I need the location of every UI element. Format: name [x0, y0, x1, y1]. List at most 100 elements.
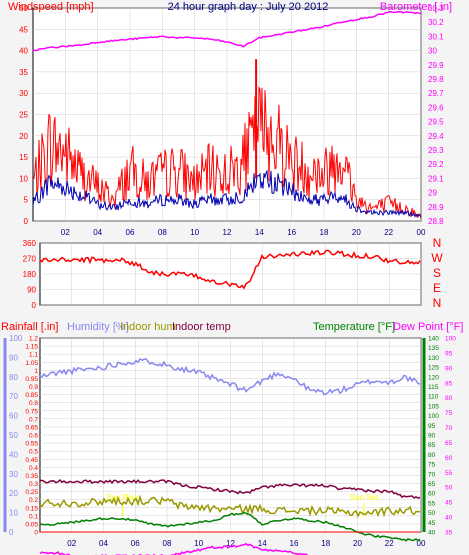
barometer-tick-label: 29.3: [428, 146, 444, 155]
direction-tick-label: 180: [23, 270, 37, 279]
indoor-hum-label: Indoor hum: [120, 321, 176, 333]
compass-label: N: [433, 296, 442, 310]
series-average: [32, 169, 422, 218]
temperature-tick-label: 105: [428, 403, 439, 410]
rainfall-tick-label: 0.65: [25, 424, 38, 431]
x-tick-label: 08: [158, 228, 167, 237]
dew-point-tick-label: 90: [445, 365, 453, 372]
temperature-tick-label: 135: [428, 345, 439, 352]
humidity-tick-label: 10: [9, 509, 18, 518]
series-direction: [39, 249, 421, 290]
dew-point-tick-label: 60: [445, 455, 453, 462]
windspeed-tick-label: 45: [19, 25, 28, 34]
rainfall-tick-label: 0.3: [29, 481, 38, 488]
rainfall-tick-label: 0.15: [25, 505, 38, 512]
dew-point-tick-label: 80: [445, 395, 453, 402]
rainfall-tick-label: 0.45: [25, 457, 38, 464]
barometer-tick-label: 29.7: [428, 89, 444, 98]
temperature-tick-label: 55: [428, 500, 436, 507]
temperature-tick-label: 70: [428, 471, 436, 478]
windspeed-tick-label: 50: [19, 4, 28, 13]
temperature-label: Temperature [°F]: [313, 321, 395, 333]
dew-point-tick-label: 45: [445, 500, 453, 507]
x-tick-label: 22: [385, 539, 394, 548]
graph-title: 24 hour graph day : July 20 2012: [168, 1, 329, 13]
temperature-tick-label: 60: [428, 491, 436, 498]
temperature-tick-label: 95: [428, 423, 436, 430]
x-tick-label: 04: [99, 539, 108, 548]
humidity-tick-label: 40: [9, 450, 18, 459]
rainfall-tick-label: 0.5: [29, 449, 38, 456]
windspeed-tick-label: 30: [19, 89, 28, 98]
barometer-tick-label: 30.3: [428, 4, 444, 13]
rainfall-tick-label: 0.85: [25, 392, 38, 399]
series-indoor-temp: [39, 479, 421, 499]
x-tick-label: 12: [223, 228, 232, 237]
humidity-tick-label: 90: [9, 353, 18, 362]
barometer-tick-label: 30.2: [428, 18, 444, 27]
rainfall-tick-label: 0.2: [29, 497, 38, 504]
direction-axis: 0 90 180 270 360: [23, 239, 37, 310]
windspeed-tick-label: 20: [19, 132, 28, 141]
windspeed-axis: 0 5 10 15 20 25 30 35 40 45 50: [19, 4, 28, 226]
temperature-tick-label: 140: [428, 336, 439, 343]
series-barometer: [32, 10, 422, 52]
rainfall-tick-label: 0.7: [29, 416, 38, 423]
compass-label: W: [431, 251, 443, 265]
windspeed-tick-label: 15: [19, 153, 28, 162]
x-tick-label: 20: [353, 539, 362, 548]
temperature-tick-label: 85: [428, 442, 436, 449]
windspeed-tick-label: 40: [19, 47, 28, 56]
windspeed-tick-label: 10: [19, 174, 28, 183]
rainfall-tick-label: 0.25: [25, 489, 38, 496]
barometer-axis: 28.8 28.9 29 29.1 29.2 29.3 29.4 29.5 29.6 29.7 29…: [428, 4, 444, 226]
sun-marker-label: Sun Rise: [106, 493, 139, 502]
compass-label: N: [433, 236, 442, 250]
x-tick-label: 10: [190, 228, 199, 237]
barometer-tick-label: 28.8: [428, 217, 444, 226]
dew-point-tick-label: 55: [445, 470, 453, 477]
dew-point-tick-label: 50: [445, 485, 453, 492]
rainfall-tick-label: 0.1: [29, 513, 38, 520]
dew-point-tick-label: 40: [445, 515, 453, 522]
series-indoor-hum: [39, 494, 421, 518]
temperature-tick-label: 100: [428, 413, 439, 420]
humidity-tick-label: 80: [9, 373, 18, 382]
temperature-tick-label: 75: [428, 462, 436, 469]
wind-grid: [33, 7, 422, 222]
barometer-tick-label: 29.4: [428, 132, 444, 141]
x-tick-label: 08: [163, 539, 172, 548]
barometer-tick-label: 29.8: [428, 75, 444, 84]
x-tick-label: 18: [320, 228, 329, 237]
compass-label: E: [433, 281, 441, 295]
x-tick-label: 14: [258, 539, 267, 548]
rainfall-tick-label: 0.55: [25, 441, 38, 448]
barometer-tick-label: 29.2: [428, 160, 444, 169]
series-gust: [32, 85, 422, 219]
dew-point-tick-label: 65: [445, 440, 453, 447]
x-tick-label: 20: [352, 228, 361, 237]
series-dew-point: [39, 542, 309, 555]
humidity-tick-label: 70: [9, 392, 18, 401]
humidity-label: Humidity [%]: [67, 321, 129, 333]
temperature-tick-label: 50: [428, 510, 436, 517]
barometer-label: Barometer [.in]: [380, 1, 452, 13]
x-tick-label: 02: [67, 539, 76, 548]
rainfall-tick-label: 1: [34, 368, 38, 375]
barometer-tick-label: 29.5: [428, 118, 444, 127]
barometer-tick-label: 30: [428, 47, 437, 56]
dew-point-tick-label: 85: [445, 380, 453, 387]
humidity-tick-label: 0: [9, 528, 14, 537]
x-tick-label: 02: [61, 228, 70, 237]
barometer-tick-label: 29.1: [428, 174, 444, 183]
windspeed-tick-label: 0: [24, 217, 29, 226]
rainfall-tick-label: 0.05: [25, 521, 38, 528]
indoor-temp-label: Indoor temp: [172, 321, 231, 333]
rainfall-tick-label: 0.6: [29, 433, 38, 440]
temperature-tick-label: 115: [428, 384, 439, 391]
rainfall-tick-label: 0: [34, 530, 38, 537]
rainfall-tick-label: 1.1: [29, 352, 38, 359]
x-tick-label: 22: [384, 228, 393, 237]
dew-point-tick-label: 35: [445, 530, 453, 537]
